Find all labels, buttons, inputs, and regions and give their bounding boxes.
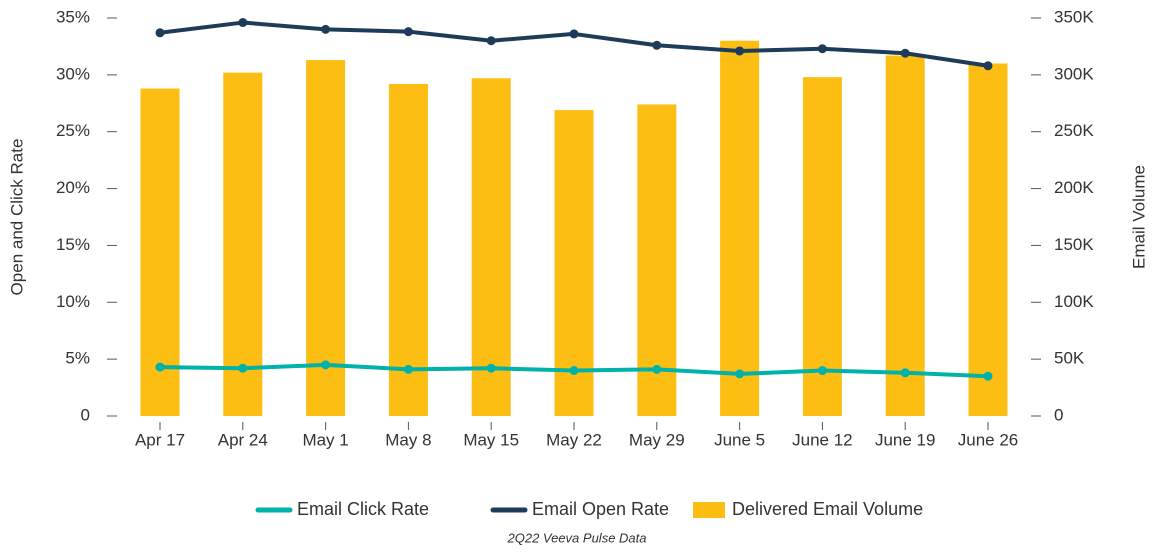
x-tick-label: Apr 17 <box>135 430 185 449</box>
bar <box>306 60 346 417</box>
marker <box>817 44 827 54</box>
footnote: 2Q22 Veeva Pulse Data <box>507 530 647 545</box>
x-tick-label: June 26 <box>958 430 1019 449</box>
y-axis-label: Open and Click Rate <box>7 139 26 296</box>
marker <box>652 364 662 374</box>
y2-tick-label: 50K <box>1054 349 1085 368</box>
marker <box>817 366 827 376</box>
bar <box>885 55 925 416</box>
x-tick-label: May 8 <box>385 430 431 449</box>
y2-axis-label: Email Volume <box>1129 165 1148 269</box>
marker <box>735 46 745 56</box>
x-tick-label: June 12 <box>792 430 853 449</box>
marker <box>569 29 579 39</box>
marker <box>735 369 745 379</box>
marker <box>238 363 248 373</box>
y2-tick-label: 250K <box>1054 121 1094 140</box>
x-tick-label: May 15 <box>463 430 519 449</box>
bar <box>388 83 428 416</box>
y2-tick-label: 150K <box>1054 235 1094 254</box>
y-tick-label: 30% <box>56 64 90 83</box>
bar <box>223 72 263 416</box>
legend-swatch <box>693 502 725 518</box>
y2-tick-label: 300K <box>1054 64 1094 83</box>
marker <box>238 18 248 28</box>
legend-label: Email Click Rate <box>297 499 429 519</box>
marker <box>486 36 496 46</box>
bar <box>637 104 677 417</box>
legend-label: Delivered Email Volume <box>732 499 923 519</box>
x-tick-label: May 1 <box>302 430 348 449</box>
marker <box>569 366 579 376</box>
y2-tick-label: 100K <box>1054 292 1094 311</box>
marker <box>652 40 662 50</box>
bar <box>554 110 594 416</box>
legend-label: Email Open Rate <box>532 499 669 519</box>
y2-tick-label: 350K <box>1054 7 1094 26</box>
marker <box>983 371 993 381</box>
y-tick-label: 5% <box>65 349 90 368</box>
marker <box>155 28 165 38</box>
marker <box>900 368 910 378</box>
marker <box>983 61 993 71</box>
bar <box>968 63 1008 416</box>
x-tick-label: Apr 24 <box>218 430 268 449</box>
marker <box>486 363 496 373</box>
bar <box>720 40 760 416</box>
marker <box>155 362 165 372</box>
y-tick-label: 25% <box>56 121 90 140</box>
marker <box>321 360 331 370</box>
bar <box>471 78 511 417</box>
x-tick-label: June 19 <box>875 430 936 449</box>
marker <box>403 364 413 374</box>
y-tick-label: 20% <box>56 178 90 197</box>
y-tick-label: 10% <box>56 292 90 311</box>
y-tick-label: 0 <box>81 405 90 424</box>
marker <box>900 48 910 58</box>
y2-tick-label: 200K <box>1054 178 1094 197</box>
line <box>159 20 989 68</box>
y-tick-label: 15% <box>56 235 90 254</box>
bar <box>140 88 180 416</box>
y-tick-label: 35% <box>56 7 90 26</box>
y2-tick-label: 0 <box>1054 405 1063 424</box>
marker <box>403 27 413 37</box>
bar <box>802 77 842 416</box>
marker <box>321 24 331 34</box>
x-tick-label: May 22 <box>546 430 602 449</box>
x-tick-label: June 5 <box>714 430 765 449</box>
x-tick-label: May 29 <box>629 430 685 449</box>
